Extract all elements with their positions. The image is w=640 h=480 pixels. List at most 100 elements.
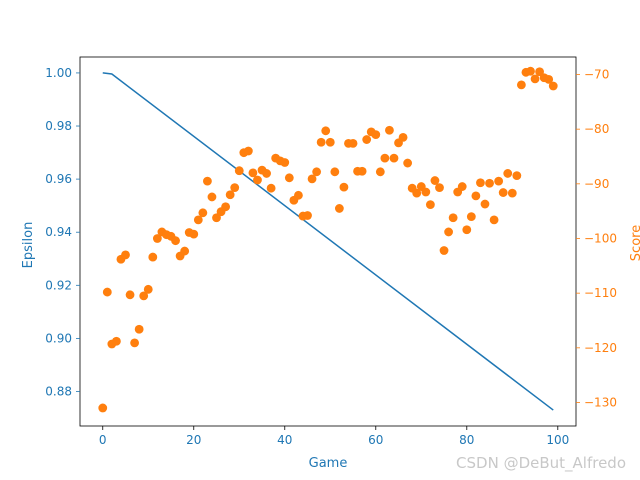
score-point: [262, 169, 271, 178]
score-point: [316, 137, 326, 147]
x-tick-label: 40: [277, 433, 292, 447]
score-point: [189, 229, 199, 239]
score-point: [498, 188, 508, 197]
score-point: [284, 173, 294, 183]
score-point: [466, 212, 476, 222]
score-point: [221, 202, 231, 212]
score-point: [530, 74, 540, 84]
score-point: [526, 66, 535, 76]
score-point: [243, 146, 253, 156]
score-point: [225, 190, 235, 200]
right-y-axis: −130 −120 −110 −100 −90 −80 −70: [576, 67, 617, 409]
left-y-tick-label: 0.98: [45, 119, 72, 133]
score-point: [130, 338, 140, 348]
right-y-tick-label: −110: [584, 286, 617, 300]
score-point: [380, 153, 390, 163]
x-tick-label: 60: [368, 433, 383, 447]
score-point: [148, 252, 158, 262]
score-point: [425, 200, 435, 210]
score-point: [489, 215, 499, 225]
plot-content: [98, 66, 558, 413]
right-y-tick-label: −100: [584, 231, 617, 245]
score-point: [253, 175, 262, 185]
score-point: [462, 225, 472, 235]
score-point: [139, 291, 149, 301]
left-y-tick-label: 0.90: [45, 331, 72, 345]
score-point: [448, 213, 458, 223]
score-point: [494, 176, 504, 186]
right-y-tick-label: −80: [584, 122, 609, 136]
score-point: [435, 183, 444, 193]
score-point: [294, 190, 303, 200]
score-point: [485, 178, 494, 188]
left-y-tick-label: 0.92: [45, 278, 72, 292]
score-point: [152, 234, 162, 243]
score-point: [507, 188, 517, 198]
score-point: [548, 81, 558, 91]
score-point: [330, 167, 340, 177]
right-y-axis-title: Score: [629, 225, 640, 261]
right-y-tick-label: −120: [584, 341, 617, 355]
score-point: [430, 176, 440, 185]
axes-box: [79, 56, 577, 427]
score-point: [234, 166, 244, 176]
score-point: [348, 138, 358, 148]
left-y-tick-label: 0.96: [45, 172, 72, 186]
right-y-tick-label: −70: [584, 67, 609, 81]
score-point: [207, 192, 217, 202]
score-point: [535, 67, 544, 77]
score-point: [371, 130, 381, 140]
epsilon-line: [102, 72, 554, 411]
x-tick-label: 20: [186, 433, 201, 447]
score-point: [339, 182, 349, 192]
score-point: [357, 166, 367, 176]
score-point: [403, 158, 413, 168]
left-y-tick-label: 1.00: [45, 66, 72, 80]
score-point: [334, 204, 344, 213]
score-point: [134, 324, 144, 334]
left-y-tick-label: 0.88: [45, 384, 72, 398]
score-point: [307, 174, 317, 184]
score-point: [266, 183, 276, 193]
score-point: [457, 182, 467, 191]
score-point: [398, 132, 408, 142]
score-point: [121, 250, 130, 260]
watermark: CSDN @DeBut_Alfredo: [456, 454, 626, 472]
score-point: [516, 80, 526, 90]
score-point: [98, 403, 108, 413]
score-point: [212, 213, 221, 223]
score-point: [180, 246, 190, 256]
score-point: [375, 167, 385, 177]
score-point: [125, 290, 135, 300]
score-point: [480, 199, 490, 209]
score-point: [112, 336, 121, 346]
score-point: [303, 211, 312, 220]
x-tick-label: 100: [546, 433, 569, 447]
score-point: [385, 125, 394, 135]
score-point: [512, 171, 522, 181]
score-point: [193, 215, 203, 225]
score-point: [439, 246, 449, 255]
x-axis: 0 20 40 60 80 100: [99, 426, 569, 447]
score-point: [412, 188, 422, 198]
left-y-tick-label: 0.94: [45, 225, 72, 239]
x-axis-title: Game: [309, 456, 348, 471]
score-point: [476, 178, 485, 188]
score-point: [203, 176, 212, 186]
score-point: [362, 135, 372, 144]
score-point: [503, 169, 513, 178]
left-y-axis: 0.88 0.90 0.92 0.94 0.96 0.98 1.00: [45, 66, 80, 398]
score-point: [321, 126, 331, 136]
score-point: [389, 153, 399, 163]
score-point: [198, 208, 208, 218]
score-point: [230, 183, 240, 193]
score-point: [421, 187, 431, 197]
x-tick-label: 0: [99, 433, 107, 447]
score-point: [312, 167, 322, 177]
score-point: [325, 137, 335, 147]
score-point: [102, 287, 112, 297]
score-point: [544, 75, 554, 84]
x-tick-label: 80: [459, 433, 474, 447]
score-point: [444, 227, 453, 237]
